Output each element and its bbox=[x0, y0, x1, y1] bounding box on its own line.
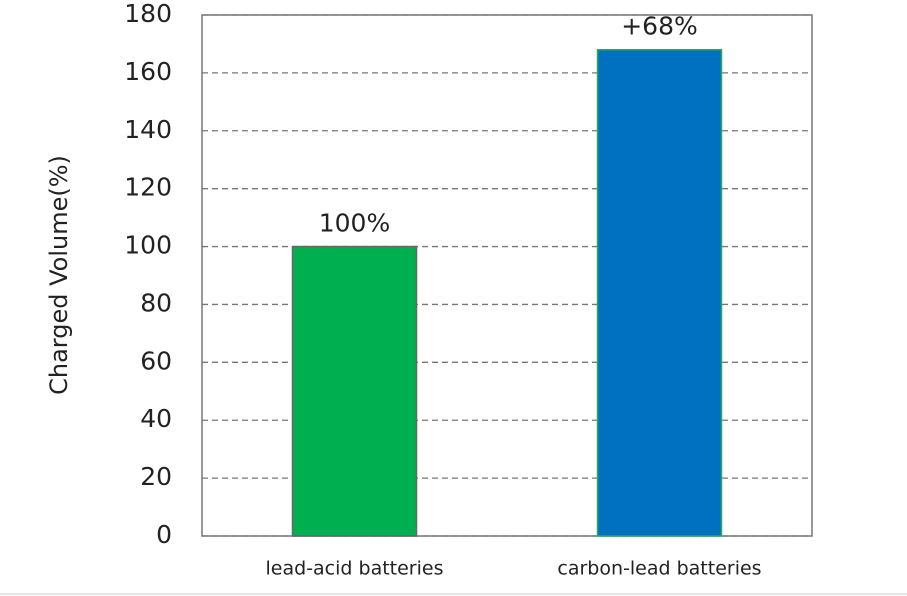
y-tick-label: 80 bbox=[140, 288, 172, 317]
y-tick-label: 40 bbox=[140, 404, 172, 433]
y-tick-label: 100 bbox=[124, 231, 172, 260]
y-tick-label: 20 bbox=[140, 462, 172, 491]
y-tick-label: 120 bbox=[124, 173, 172, 202]
y-axis-label: Charged Volume(%) bbox=[45, 155, 73, 395]
x-tick-label: lead-acid batteries bbox=[266, 558, 444, 580]
y-tick-label: 0 bbox=[156, 520, 172, 549]
x-tick-label: carbon-lead batteries bbox=[557, 558, 761, 580]
bar bbox=[596, 48, 723, 537]
plot-frame bbox=[201, 14, 813, 537]
y-tick-label: 180 bbox=[124, 0, 172, 28]
y-tick-label: 60 bbox=[140, 346, 172, 375]
annotation: 100% bbox=[319, 209, 390, 238]
bar bbox=[291, 245, 418, 537]
annotation: +68% bbox=[621, 12, 698, 41]
y-tick-label: 160 bbox=[124, 57, 172, 86]
y-tick-label: 140 bbox=[124, 115, 172, 144]
